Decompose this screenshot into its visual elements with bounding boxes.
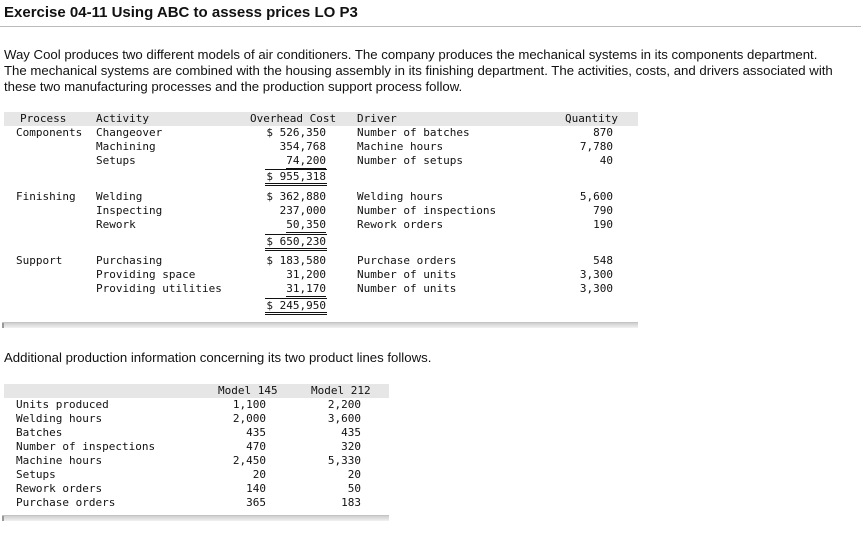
driver-quantity: 3,300 [579, 268, 613, 281]
table-header-band [4, 384, 389, 398]
driver-label: Rework orders [357, 218, 444, 231]
table-header-band [4, 112, 638, 126]
overhead-cost: 237,000 [279, 204, 326, 217]
driver-label: Number of setups [357, 154, 463, 167]
driver-label: Welding hours [357, 190, 444, 203]
overhead-cost: $ 362,880 [266, 190, 326, 203]
model-145-value: 470 [246, 440, 266, 453]
overhead-cost: 31,170 [286, 282, 326, 297]
header-driver: Driver [357, 112, 397, 125]
row-label: Purchase orders [16, 496, 116, 509]
title-divider [0, 26, 861, 27]
activity-label: Providing utilities [96, 282, 222, 295]
overhead-total: $ 245,950 [265, 298, 327, 315]
activity-label: Providing space [96, 268, 196, 281]
exercise-title: Exercise 04-11 Using ABC to assess price… [4, 4, 358, 21]
driver-label: Machine hours [357, 140, 444, 153]
table-resize-bar[interactable] [2, 515, 389, 521]
driver-quantity: 40 [599, 154, 613, 167]
driver-quantity: 7,780 [579, 140, 613, 153]
header-model-145: Model 145 [218, 384, 278, 397]
row-label: Machine hours [16, 454, 103, 467]
model-212-value: 2,200 [327, 398, 361, 411]
activity-label: Rework [96, 218, 136, 231]
row-label: Rework orders [16, 482, 103, 495]
driver-label: Purchase orders [357, 254, 457, 267]
process-label: Support [16, 254, 63, 267]
model-145-value: 2,000 [232, 412, 266, 425]
driver-label: Number of units [357, 268, 457, 281]
overhead-cost: $ 526,350 [266, 126, 326, 139]
driver-label: Number of units [357, 282, 457, 295]
driver-quantity: 5,600 [579, 190, 613, 203]
overhead-cost: $ 183,580 [266, 254, 326, 267]
header-model-212: Model 212 [311, 384, 371, 397]
row-label: Number of inspections [16, 440, 156, 453]
model-212-value: 3,600 [327, 412, 361, 425]
driver-label: Number of batches [357, 126, 470, 139]
row-label: Batches [16, 426, 63, 439]
overhead-cost: 31,200 [286, 268, 326, 281]
model-212-value: 5,330 [327, 454, 361, 467]
model-145-value: 2,450 [232, 454, 266, 467]
model-212-value: 50 [347, 482, 361, 495]
row-label: Units produced [16, 398, 109, 411]
model-145-value: 435 [246, 426, 266, 439]
overhead-cost: 74,200 [286, 154, 326, 169]
model-212-value: 435 [341, 426, 361, 439]
driver-label: Number of inspections [357, 204, 497, 217]
overhead-total: $ 650,230 [265, 234, 327, 251]
activity-label: Welding [96, 190, 143, 203]
model-145-value: 140 [246, 482, 266, 495]
driver-quantity: 548 [593, 254, 613, 267]
activity-label: Machining [96, 140, 156, 153]
production-info-intro: Additional production information concer… [4, 350, 432, 365]
intro-paragraph: Way Cool produces two different models o… [4, 47, 833, 94]
driver-quantity: 190 [593, 218, 613, 231]
activity-label: Setups [96, 154, 136, 167]
activity-label: Purchasing [96, 254, 163, 267]
model-212-value: 320 [341, 440, 361, 453]
header-activity: Activity [96, 112, 149, 125]
header-overhead-cost: Overhead Cost [250, 112, 337, 125]
header-quantity: Quantity [565, 112, 618, 125]
driver-quantity: 790 [593, 204, 613, 217]
model-145-value: 365 [246, 496, 266, 509]
model-145-value: 1,100 [232, 398, 266, 411]
process-label: Components [16, 126, 83, 139]
overhead-total: $ 955,318 [265, 169, 327, 186]
overhead-cost: 50,350 [286, 218, 326, 233]
process-label: Finishing [16, 190, 76, 203]
row-label: Welding hours [16, 412, 103, 425]
model-145-value: 20 [252, 468, 266, 481]
activity-label: Changeover [96, 126, 163, 139]
driver-quantity: 870 [593, 126, 613, 139]
model-212-value: 20 [347, 468, 361, 481]
model-212-value: 183 [341, 496, 361, 509]
table-resize-bar[interactable] [2, 322, 638, 328]
driver-quantity: 3,300 [579, 282, 613, 295]
overhead-cost: 354,768 [279, 140, 326, 153]
header-process: Process [20, 112, 67, 125]
row-label: Setups [16, 468, 56, 481]
activity-label: Inspecting [96, 204, 163, 217]
